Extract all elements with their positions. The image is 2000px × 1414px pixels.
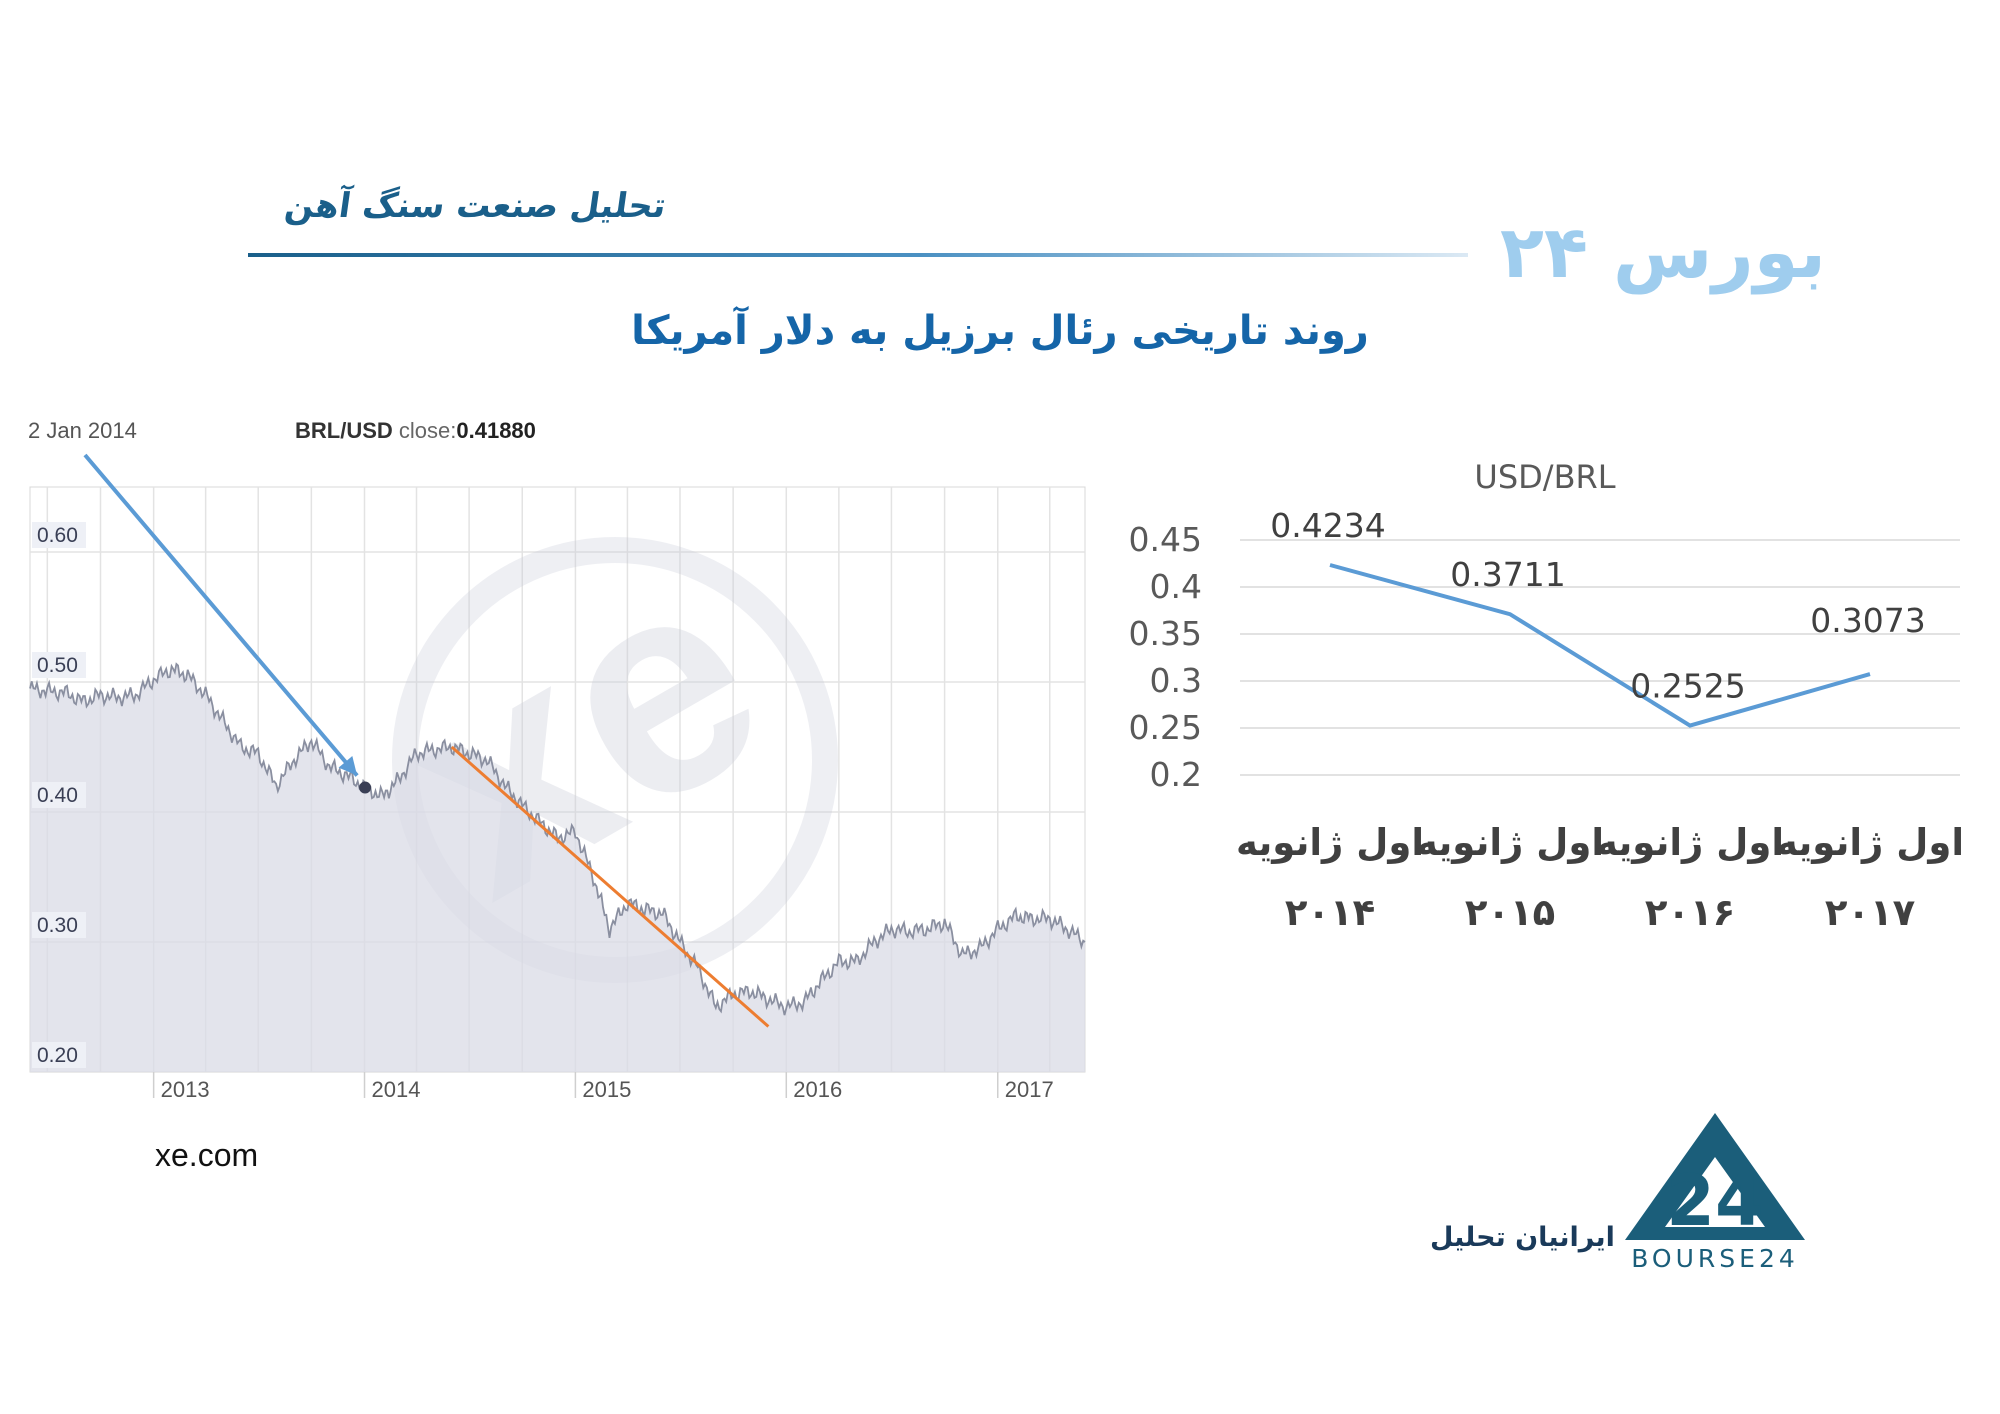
highlight-point <box>359 781 372 794</box>
left-x-tick-label: 2016 <box>793 1077 842 1102</box>
close-label: close: <box>392 418 457 443</box>
right-series-line <box>1329 563 1871 728</box>
right-category-label-line: ۲۰۱۶ <box>1645 891 1735 934</box>
right-y-tick-label: 0.2 <box>1150 755 1202 794</box>
y-tick-bg <box>32 1042 86 1068</box>
right-y-tick-label: 0.25 <box>1129 708 1202 747</box>
right-y-tick-label: 0.45 <box>1129 520 1202 559</box>
right-category-label: اول ژانویه ۲۰۱۷ <box>1776 821 1964 934</box>
right-category-label: اول ژانویه ۲۰۱۵ <box>1416 821 1604 934</box>
right-category-label: اول ژانویه ۲۰۱۶ <box>1596 821 1784 934</box>
brand-text: ایرانیان تحلیل <box>1430 1222 1615 1253</box>
left-y-tick-label: 0.20 <box>37 1044 78 1067</box>
page-title: روند تاریخی رئال برزیل به دلار آمریکا <box>631 308 1369 354</box>
y-tick-bg <box>32 652 86 678</box>
pair-label: BRL/USD <box>295 418 393 443</box>
trend-line <box>450 745 770 1028</box>
left-y-tick-label: 0.50 <box>37 654 78 677</box>
left-y-tick-label: 0.60 <box>37 524 78 547</box>
right-data-label: 0.2525 <box>1630 667 1745 706</box>
right-y-tick-label: 0.4 <box>1150 567 1202 606</box>
y-tick-bg <box>32 782 86 808</box>
header-rule <box>248 253 1468 257</box>
brand-logo-text: BOURSE24 <box>1631 1244 1799 1273</box>
right-y-tick-label: 0.35 <box>1129 614 1202 653</box>
right-category-label-line: اول ژانویه <box>1236 821 1424 864</box>
y-tick-bg <box>32 522 86 548</box>
left-y-tick-label: 0.30 <box>37 914 78 937</box>
right-y-tick-label: 0.3 <box>1150 661 1202 700</box>
pointer-arrow-line <box>83 453 359 777</box>
left-area-fill <box>30 664 1085 1072</box>
right-category-label-line: اول ژانویه <box>1416 821 1604 864</box>
tooltip-date: 2 Jan 2014 <box>28 418 137 443</box>
right-y-ticks: 0.45 0.4 0.35 0.3 0.25 0.2 <box>1129 520 1202 794</box>
pointer-arrow-head <box>338 756 358 776</box>
right-category-label-line: ۲۰۱۵ <box>1465 891 1555 934</box>
chart-source: xe.com <box>155 1137 259 1173</box>
right-category-label-line: ۲۰۱۴ <box>1285 891 1375 934</box>
right-data-label: 0.4234 <box>1270 506 1385 545</box>
left-x-tick-label: 2013 <box>161 1077 210 1102</box>
left-x-tick-label: 2015 <box>582 1077 631 1102</box>
brand-logo-number: 24 <box>1666 1160 1763 1242</box>
bourse24-logo-icon: 24 BOURSE24 <box>1625 1113 1805 1273</box>
left-y-tick-label: 0.40 <box>37 784 78 807</box>
left-x-ticks: 2013 2014 2015 2016 2017 <box>152 1072 1054 1102</box>
tooltip-close: BRL/USD close:0.41880 <box>295 418 536 444</box>
left-x-tick-label: 2017 <box>1005 1077 1054 1102</box>
right-category-label: اول ژانویه ۲۰۱۴ <box>1236 821 1424 934</box>
right-data-labels: 0.4234 0.3711 0.2525 0.3073 <box>1270 506 1925 706</box>
right-category-label-line: اول ژانویه <box>1596 821 1784 864</box>
left-x-tick-label: 2014 <box>372 1077 421 1102</box>
right-category-label-line: اول ژانویه <box>1776 821 1964 864</box>
right-category-label-line: ۲۰۱۷ <box>1825 891 1916 934</box>
left-y-ticks: 0.60 0.50 0.40 0.30 0.20 <box>32 522 86 1068</box>
right-category-labels: اول ژانویه ۲۰۱۴ اول ژانویه ۲۰۱۵ اول ژانویه ۲۰… <box>1236 821 1964 934</box>
header-logo-text: بورس ۲۴ <box>1500 210 1826 294</box>
right-data-label: 0.3711 <box>1450 555 1565 594</box>
right-data-label: 0.3073 <box>1810 601 1925 640</box>
right-grid <box>1240 539 1960 776</box>
y-tick-bg <box>32 912 86 938</box>
right-chart-title: USD/BRL <box>1474 458 1615 496</box>
close-value: 0.41880 <box>456 418 536 443</box>
